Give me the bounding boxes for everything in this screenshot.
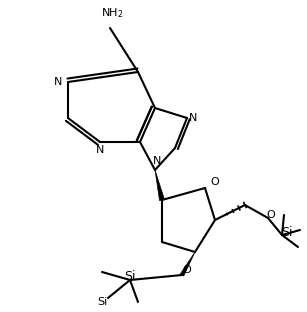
- Text: O: O: [211, 177, 220, 187]
- Text: Si: Si: [124, 271, 136, 284]
- Text: N: N: [153, 156, 161, 166]
- Text: N: N: [189, 113, 197, 123]
- Text: Si: Si: [281, 226, 293, 238]
- Text: N: N: [96, 145, 104, 155]
- Polygon shape: [180, 252, 195, 276]
- Text: Si: Si: [97, 297, 107, 307]
- Text: N: N: [54, 77, 62, 87]
- Text: NH$_2$: NH$_2$: [101, 6, 123, 20]
- Text: O: O: [266, 210, 275, 220]
- Polygon shape: [155, 170, 165, 201]
- Text: O: O: [183, 265, 191, 275]
